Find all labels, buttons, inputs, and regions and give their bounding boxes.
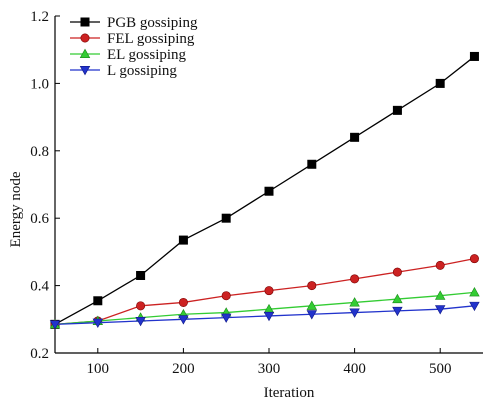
data-point [220,313,232,323]
legend-label: L gossiping [107,63,177,79]
y-tick-label: 0.6 [30,211,49,227]
legend-marker [79,66,91,76]
y-tick-label: 0.2 [30,346,49,362]
data-point [435,78,445,88]
data-point [135,316,146,327]
legend-item: EL gossiping [70,47,187,63]
x-tick-label: 500 [429,361,452,377]
data-point [92,318,104,328]
data-point [434,290,446,300]
data-point [350,132,360,142]
series-0 [50,51,479,329]
x-tick-label: 100 [87,361,110,377]
data-point [350,274,360,284]
legend-marker [80,33,90,43]
series-layer [49,51,480,330]
data-point [178,297,188,307]
data-point [469,301,480,312]
ticks: 100 200 300 400 500 0.2 0.4 0.6 0.8 1.0 1.2 [30,9,451,377]
data-point [264,186,274,196]
legend-item: L gossiping [70,63,177,79]
y-tick-label: 0.4 [30,279,49,295]
data-point [178,315,189,325]
data-point [178,235,188,245]
legend-marker [79,48,91,59]
series-line [54,305,475,326]
y-tick-label: 1.0 [30,76,49,92]
data-point [435,260,445,270]
x-axis-title: Iteration [264,385,315,401]
data-point [221,213,231,223]
data-point [221,291,231,301]
data-point [392,293,403,304]
data-point [349,297,360,307]
data-point [469,287,480,297]
data-point [434,305,446,315]
x-tick-label: 300 [258,361,281,377]
data-point [136,301,146,311]
data-point [93,296,103,306]
data-point [392,267,402,277]
legend-item: PGB gossiping [70,15,198,31]
data-point [306,300,318,310]
series-3 [49,301,480,330]
legend-item: FEL gossiping [70,31,195,47]
data-point [392,306,403,317]
series-1 [50,254,479,329]
legend-label: PGB gossiping [107,15,198,31]
data-point [469,254,479,264]
data-point [49,320,61,330]
y-axis-title: Energy node [8,171,24,247]
y-tick-label: 1.2 [30,9,49,25]
data-point [392,105,402,115]
x-tick-label: 400 [343,361,366,377]
data-point [264,286,274,296]
legend-marker [80,17,90,27]
legend-label: FEL gossiping [107,31,195,47]
series-line [54,291,475,326]
x-tick-label: 200 [172,361,195,377]
data-point [306,310,318,320]
data-point [263,311,275,322]
data-point [136,270,146,280]
data-point [469,51,479,61]
data-point [349,308,360,318]
data-point [307,159,317,169]
data-point [307,281,317,291]
legend-label: EL gossiping [107,47,187,63]
y-tick-label: 0.8 [30,144,49,160]
